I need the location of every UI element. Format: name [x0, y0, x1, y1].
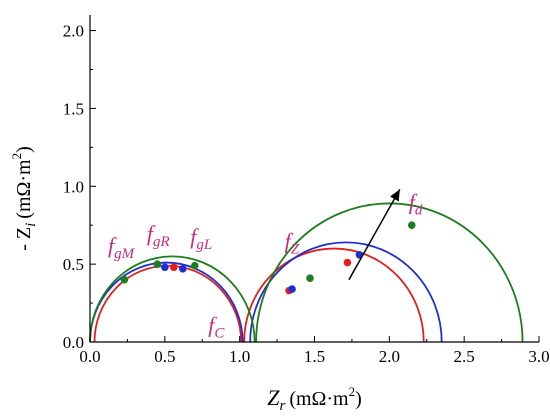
impedance-arc	[243, 247, 425, 343]
x-tick-label: 0.5	[154, 347, 175, 366]
y-tick-label: 0.5	[63, 255, 84, 274]
curves-layer	[89, 202, 524, 343]
impedance-arc	[249, 241, 443, 343]
frequency-label-c: fC	[208, 313, 225, 342]
x-tick-label: 2.5	[454, 347, 475, 366]
x-tick-label: 2.0	[379, 347, 400, 366]
y-tick-label: 2.0	[63, 22, 84, 41]
y-tick-label: 1.0	[63, 177, 84, 196]
x-tick-label: 0.0	[79, 347, 100, 366]
plot-area	[89, 189, 524, 343]
x-axis-title: Zr (mΩ·m2)	[267, 384, 362, 414]
x-tick-label: 1.0	[229, 347, 250, 366]
trend-arrow-head	[390, 189, 400, 202]
frequency-marker	[120, 275, 129, 284]
trend-arrow-shaft	[348, 189, 401, 281]
frequency-label-z: fZ	[285, 229, 300, 258]
x-tick-label: 1.5	[304, 347, 325, 366]
arrow-layer	[348, 189, 401, 281]
frequency-marker	[306, 274, 314, 282]
frequency-marker	[170, 263, 178, 272]
y-tick-label: 0.0	[63, 333, 84, 352]
axes: 0.0 0.5 1.0 1.5 2.0 2.5 3.0 0.0 0.5 1.0 1.5 2.0	[63, 15, 550, 366]
frequency-marker	[153, 260, 162, 268]
frequency-marker	[288, 285, 296, 293]
y-tick-label: 1.5	[63, 99, 84, 118]
frequency-marker	[343, 258, 352, 267]
frequency-label-d: fd	[409, 190, 423, 219]
y-ticks: 0.0 0.5 1.0 1.5 2.0	[63, 22, 96, 352]
frequency-marker	[190, 261, 199, 270]
frequency-label-gr: fgR	[147, 221, 170, 250]
x-tick-label: 3.0	[528, 347, 549, 366]
frequency-marker	[161, 263, 169, 272]
frequency-label-gl: fgL	[190, 224, 212, 253]
markers-layer	[120, 221, 416, 295]
annotations: fgM fgR fgL fC fZ fd	[108, 190, 423, 342]
x-ticks: 0.0 0.5 1.0 1.5 2.0 2.5 3.0	[79, 336, 550, 366]
frequency-marker	[407, 221, 416, 230]
impedance-arc	[255, 202, 524, 343]
frequency-marker	[178, 265, 187, 273]
impedance-arc	[89, 255, 256, 343]
frequency-label-gm: fgM	[108, 233, 136, 262]
y-axis-title: - Zi(mΩ·m2)	[9, 146, 39, 251]
